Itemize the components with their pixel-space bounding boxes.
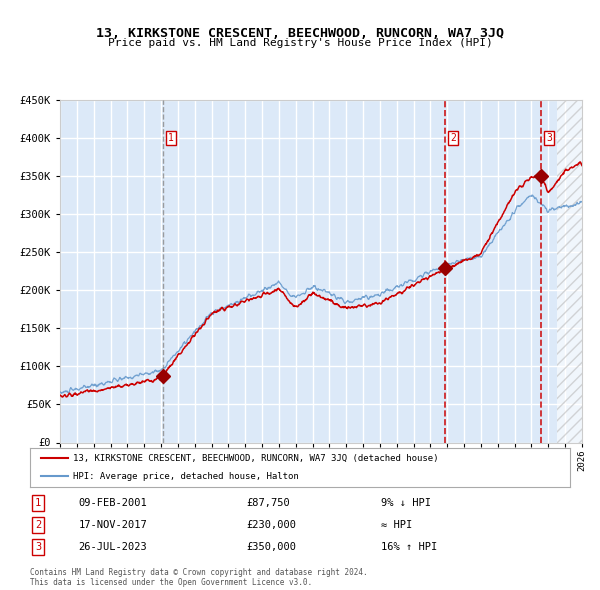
Text: 13, KIRKSTONE CRESCENT, BEECHWOOD, RUNCORN, WA7 3JQ: 13, KIRKSTONE CRESCENT, BEECHWOOD, RUNCO… <box>96 27 504 40</box>
Text: This data is licensed under the Open Government Licence v3.0.: This data is licensed under the Open Gov… <box>30 578 312 587</box>
Text: £350,000: £350,000 <box>246 542 296 552</box>
Text: £87,750: £87,750 <box>246 499 290 508</box>
Text: HPI: Average price, detached house, Halton: HPI: Average price, detached house, Halt… <box>73 472 299 481</box>
Text: 09-FEB-2001: 09-FEB-2001 <box>79 499 148 508</box>
Text: £230,000: £230,000 <box>246 520 296 530</box>
Text: 9% ↓ HPI: 9% ↓ HPI <box>381 499 431 508</box>
Text: Price paid vs. HM Land Registry's House Price Index (HPI): Price paid vs. HM Land Registry's House … <box>107 38 493 48</box>
Text: 13, KIRKSTONE CRESCENT, BEECHWOOD, RUNCORN, WA7 3JQ (detached house): 13, KIRKSTONE CRESCENT, BEECHWOOD, RUNCO… <box>73 454 439 463</box>
Text: 26-JUL-2023: 26-JUL-2023 <box>79 542 148 552</box>
Text: 2: 2 <box>451 133 456 143</box>
Bar <box>557 100 582 442</box>
Text: 1: 1 <box>35 499 41 508</box>
Text: 16% ↑ HPI: 16% ↑ HPI <box>381 542 437 552</box>
Text: 2: 2 <box>35 520 41 530</box>
Text: ≈ HPI: ≈ HPI <box>381 520 412 530</box>
Text: 17-NOV-2017: 17-NOV-2017 <box>79 520 148 530</box>
Text: Contains HM Land Registry data © Crown copyright and database right 2024.: Contains HM Land Registry data © Crown c… <box>30 568 368 576</box>
Text: 3: 3 <box>546 133 552 143</box>
Text: 3: 3 <box>35 542 41 552</box>
Text: 1: 1 <box>168 133 173 143</box>
